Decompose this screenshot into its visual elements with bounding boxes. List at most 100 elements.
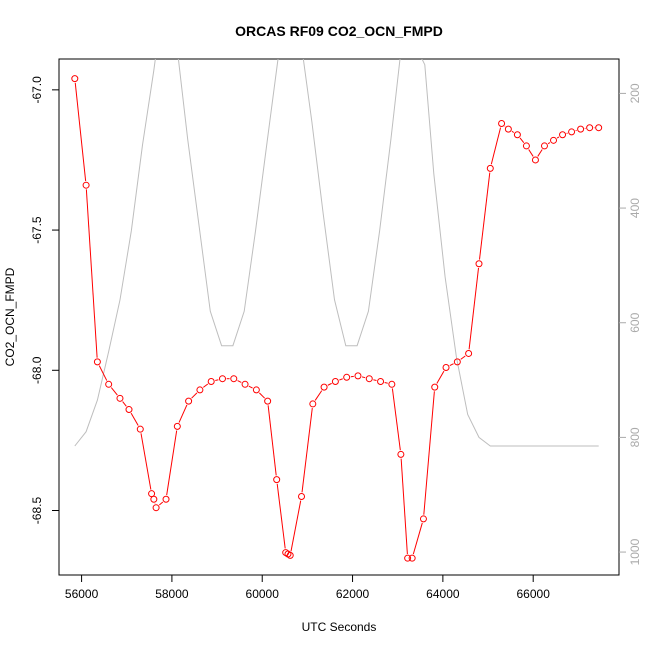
data-point	[252, 386, 260, 394]
data-point	[173, 422, 181, 430]
x-tick-label: 60000	[246, 587, 280, 601]
data-point	[320, 383, 328, 391]
series-segment	[556, 136, 560, 139]
series-segment	[290, 500, 302, 552]
series-segment	[258, 392, 266, 399]
data-point	[298, 492, 306, 500]
data-point	[513, 131, 521, 139]
series-segment	[158, 501, 164, 506]
axes: 56000 58000 60000 62000 64000 66000 -67.0 -67.5…	[30, 76, 642, 601]
data-point	[365, 375, 373, 383]
series-segment	[361, 376, 366, 379]
data-point	[230, 375, 238, 383]
data-point	[475, 260, 483, 268]
data-point	[498, 120, 506, 127]
data-point	[218, 375, 226, 383]
data-point	[442, 363, 450, 371]
series-segment	[166, 430, 178, 496]
data-point	[531, 156, 539, 164]
data-point	[453, 358, 461, 366]
plot-frame	[58, 58, 620, 576]
data-point	[309, 400, 317, 408]
data-point	[568, 128, 576, 136]
series-segment	[327, 382, 332, 386]
y-tick-label: -67.0	[30, 76, 44, 104]
series-segment	[122, 401, 127, 407]
data-point	[196, 386, 204, 394]
series-segment	[511, 130, 515, 133]
series-segment	[85, 189, 98, 358]
data-point	[559, 131, 567, 139]
data-point	[93, 358, 101, 366]
x-tick-label: 62000	[336, 587, 370, 601]
x-tick-label: 66000	[517, 587, 551, 601]
data-point	[162, 495, 170, 503]
data-point	[595, 124, 603, 132]
series-segment	[74, 82, 87, 182]
series-segment	[276, 483, 286, 549]
data-point	[577, 125, 585, 133]
data-point	[273, 476, 281, 484]
series-segment	[248, 385, 253, 389]
series-segment	[490, 127, 502, 165]
y-tick-label: -67.5	[30, 216, 44, 244]
series-segment	[400, 458, 408, 555]
series-segment	[301, 408, 313, 493]
x-tick-label: 58000	[155, 587, 189, 601]
series-segment	[215, 379, 219, 381]
series-segment	[98, 365, 108, 381]
series-segment	[178, 404, 188, 423]
series-segment	[384, 382, 388, 384]
data-point	[522, 142, 530, 150]
series-segment	[140, 433, 152, 490]
data-point	[419, 515, 427, 523]
x-tick-label: 56000	[65, 587, 99, 601]
y-axis-label: CO2_OCN_FMPD	[3, 267, 17, 366]
series-segment	[314, 390, 323, 401]
x-axis-label: UTC Seconds	[302, 620, 377, 634]
x-tick-label: 64000	[426, 587, 460, 601]
series-segment	[373, 379, 377, 381]
series-segment	[528, 149, 534, 157]
data-point	[264, 397, 272, 405]
series-segment	[436, 370, 445, 384]
data-point	[82, 181, 90, 189]
y-tick-label: -68.5	[30, 497, 44, 525]
data-point	[377, 378, 385, 385]
data-point	[586, 124, 594, 132]
series-segment	[519, 137, 525, 143]
series-segment	[423, 391, 435, 515]
series-segment	[191, 392, 198, 399]
data-point	[286, 551, 294, 559]
secondary-series-line	[74, 59, 599, 447]
series-segment	[412, 522, 423, 555]
data-point	[354, 372, 362, 380]
y2-tick-label: 400	[628, 198, 642, 218]
data-point	[207, 378, 215, 385]
data-point	[431, 383, 439, 391]
y2-tick-label: 200	[628, 83, 642, 103]
data-point	[136, 425, 144, 433]
series-segment	[130, 412, 139, 426]
series-segment	[478, 172, 491, 260]
data-point	[152, 504, 160, 512]
data-point	[408, 554, 416, 562]
data-point	[148, 490, 156, 498]
y2-tick-label: 600	[628, 312, 642, 332]
data-point	[343, 373, 351, 381]
series-segment	[449, 363, 454, 367]
data-point	[185, 397, 193, 405]
primary-series	[71, 75, 603, 562]
data-point	[388, 380, 396, 388]
data-point	[331, 378, 339, 385]
data-point	[550, 136, 558, 144]
series-segment	[110, 387, 118, 396]
data-point	[105, 380, 113, 388]
data-point	[404, 554, 412, 562]
series-segment	[237, 380, 242, 383]
data-point	[465, 349, 473, 357]
series-segment	[547, 142, 551, 145]
series-segment	[339, 378, 343, 381]
